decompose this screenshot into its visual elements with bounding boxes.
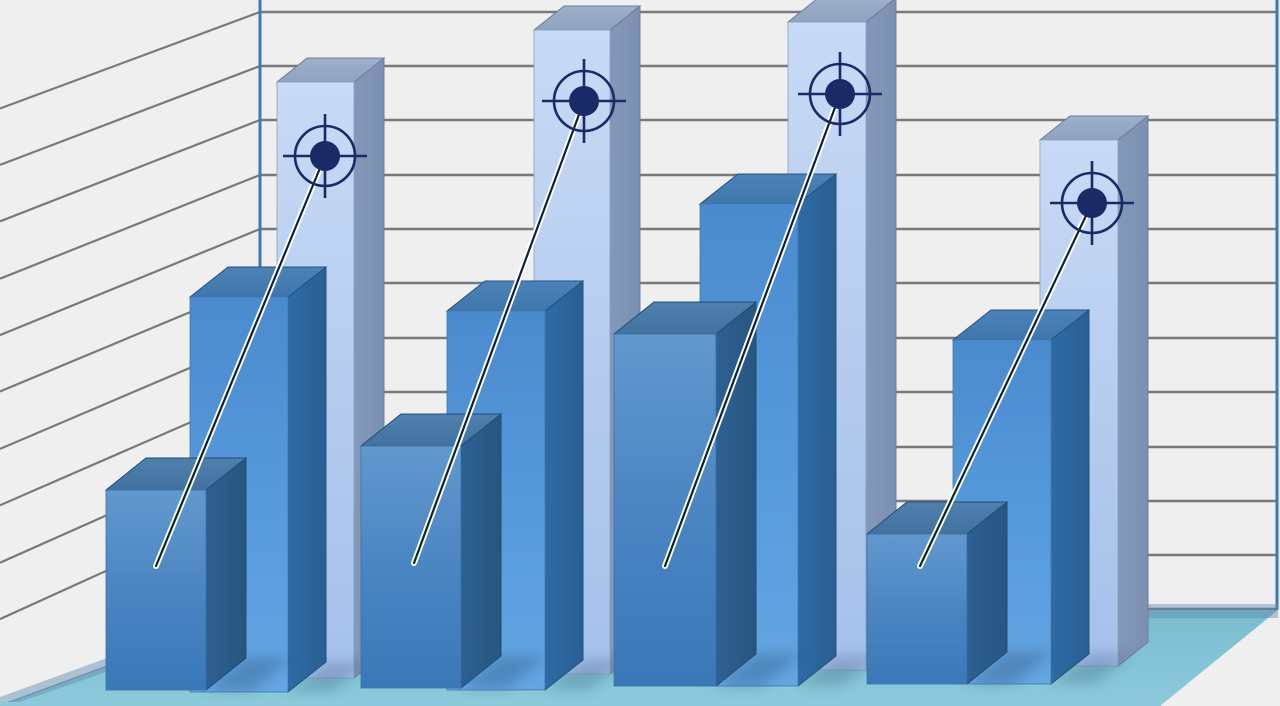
bar-front-3[interactable] [612, 300, 758, 688]
bar-shadow [206, 658, 292, 690]
side-gridline [0, 10, 261, 110]
connector-core [154, 154, 327, 568]
crosshair-center-dot [825, 79, 855, 109]
bar-front-face [105, 489, 207, 691]
bar-side-face [797, 172, 837, 688]
bar-front-face [866, 533, 968, 685]
connector-line-3 [662, 91, 843, 569]
crosshair-outer-ring [808, 62, 872, 126]
bar-shadow [288, 662, 370, 692]
bar-shadows-actual [288, 654, 1133, 692]
floor-right-cut [1160, 610, 1278, 706]
target-marker-1[interactable] [283, 114, 367, 198]
crosshair-center-dot [569, 86, 599, 116]
connector-core [412, 99, 586, 565]
floor-back-edge-shade [0, 604, 1278, 706]
target-marker-4[interactable] [1050, 161, 1134, 245]
bar-side-face [205, 456, 247, 692]
crosshair-center-dot [310, 141, 340, 171]
bar-side-face [460, 412, 502, 690]
bar-side-face [715, 300, 757, 688]
crosshair-outer-ring [293, 124, 357, 188]
bar-front-2[interactable] [359, 412, 503, 690]
bar-shadow [798, 656, 880, 686]
side-gridline [0, 227, 261, 337]
connector-core [918, 201, 1094, 568]
connector-line-1 [153, 153, 328, 569]
bar-shadow [716, 654, 802, 686]
bar-front-face [613, 333, 717, 687]
bar-side-face [1050, 308, 1090, 686]
bar-shadow [1051, 654, 1133, 684]
target-marker-3[interactable] [798, 52, 882, 136]
connector-core [663, 92, 842, 568]
target-marker-2[interactable] [542, 59, 626, 143]
crosshair-center-dot [1077, 188, 1107, 218]
bar-front-1[interactable] [104, 456, 248, 692]
target-markers [283, 52, 1134, 245]
bar-shadows-baseline [206, 652, 1053, 690]
bar-side-face [287, 265, 327, 694]
bar-shadow [967, 652, 1053, 684]
connector-line-2 [411, 98, 587, 566]
side-gridline [0, 64, 261, 166]
connector-lines [153, 91, 1095, 569]
crosshair-outer-ring [1060, 171, 1124, 235]
bar-front-4[interactable] [865, 500, 1009, 686]
bar-shadow [461, 656, 547, 688]
connector-line-4 [917, 200, 1095, 569]
crosshair-outer-ring [552, 69, 616, 133]
bar-shadow [545, 660, 627, 690]
bar-side-face [544, 279, 584, 692]
side-gridline [0, 118, 261, 223]
side-gridline [0, 173, 261, 280]
